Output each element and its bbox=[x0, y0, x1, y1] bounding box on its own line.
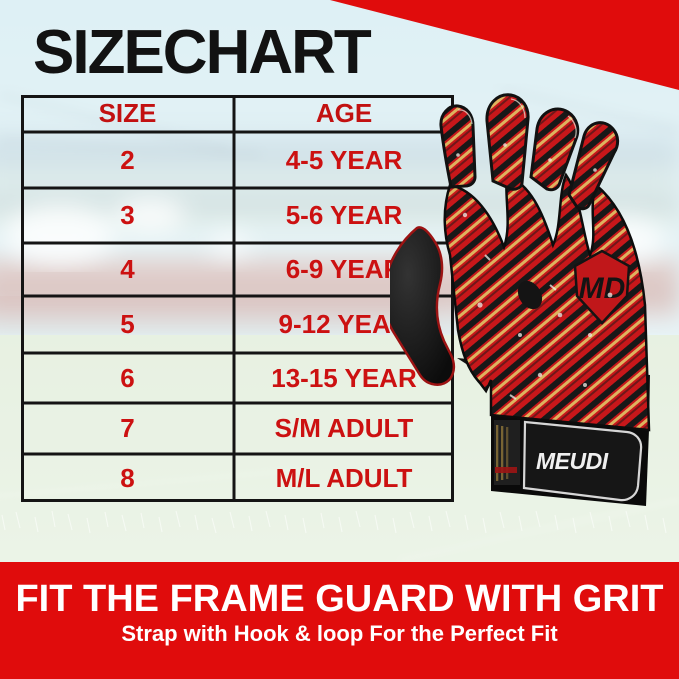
svg-text:MEUDI: MEUDI bbox=[536, 448, 609, 474]
svg-text:MD: MD bbox=[579, 272, 626, 305]
